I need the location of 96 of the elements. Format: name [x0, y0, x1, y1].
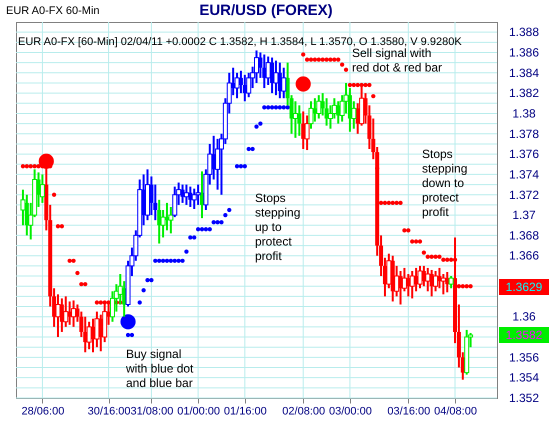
y-tick-label: 1.376 — [508, 147, 540, 162]
candlestick — [86, 320, 92, 350]
x-tick-label: 03/16:00 — [387, 406, 430, 418]
point — [176, 258, 181, 263]
candlestick — [71, 299, 76, 328]
point — [138, 300, 142, 305]
point — [172, 258, 177, 263]
y-tick-label: 1.372 — [508, 188, 540, 202]
candlestick — [157, 198, 162, 245]
y-tick-label: 1.368 — [508, 228, 540, 242]
point — [208, 227, 212, 232]
x-tick-label: 30/16:00 — [88, 406, 130, 418]
candlestick — [433, 270, 438, 292]
point — [278, 105, 282, 110]
point — [266, 105, 270, 110]
point — [149, 278, 154, 282]
point — [196, 227, 200, 232]
x-tick-label: 01/00:00 — [177, 406, 220, 418]
candlestick — [316, 94, 322, 120]
text: 1.3582 — [506, 328, 543, 342]
text: EUR A0-FX [60-Min] 02/04/11 +0.0002 C 1.3582, H 1.3584, L 1.3570, O 1.3580, V 9.9280K — [18, 36, 462, 48]
point — [160, 258, 166, 263]
y-tick-label: 1.382 — [508, 86, 540, 100]
candlestick — [324, 97, 329, 127]
y-tick-label: 1.366 — [508, 248, 540, 263]
point — [219, 220, 224, 224]
y-tick-label: 1.37 — [512, 208, 536, 222]
candlestick — [448, 275, 454, 290]
point — [130, 332, 134, 338]
x-tick-label: 28/06:00 — [21, 406, 64, 418]
point — [270, 105, 274, 110]
point — [168, 258, 173, 263]
candlestick — [297, 104, 302, 137]
y-tick-label: 1.352 — [508, 391, 540, 405]
point — [204, 227, 208, 232]
point — [192, 235, 196, 240]
point — [126, 332, 130, 338]
candlestick — [63, 295, 68, 328]
x-tick-label: 02/08:00 — [282, 406, 326, 418]
x-tick-label: 31/08:00 — [130, 406, 174, 418]
y-tick-label: 1.356 — [508, 350, 540, 364]
point — [250, 146, 255, 152]
annotation: Stops stepping down to protect profit — [422, 147, 468, 219]
point — [254, 124, 259, 129]
point — [282, 105, 286, 110]
candlestick — [40, 173, 45, 204]
candlestick — [410, 270, 415, 300]
y-tick-label: 1.384 — [508, 66, 540, 80]
point — [238, 164, 244, 168]
y-tick-label: 1.378 — [508, 126, 540, 141]
point — [141, 288, 146, 292]
annotation: Stops stepping up to protect profit — [255, 191, 300, 263]
point — [212, 220, 216, 224]
text: 1.3629 — [506, 280, 543, 294]
point — [215, 220, 220, 224]
point — [242, 164, 247, 168]
annotation: Sell signal with red dot & red bar — [352, 46, 442, 74]
point — [246, 146, 251, 152]
candlestick — [192, 188, 197, 210]
text: EUR A0-FX 60-Min — [6, 5, 100, 17]
candlestick — [196, 184, 201, 206]
y-tick-label: 1.386 — [508, 45, 540, 60]
point — [262, 105, 266, 110]
point — [227, 208, 232, 212]
candlestick — [172, 186, 178, 218]
point — [258, 122, 263, 126]
annotation: Buy signal with blue dot and blue bar — [125, 347, 194, 390]
candlestick — [273, 60, 278, 96]
point — [274, 105, 278, 110]
point — [200, 227, 204, 232]
point — [180, 258, 185, 263]
candlestick — [425, 266, 430, 292]
y-tick-label: 1.36 — [512, 310, 536, 324]
point — [188, 235, 192, 240]
candlestick — [254, 49, 259, 84]
chart-title: EUR/USD (FOREX) — [199, 2, 333, 19]
candlestick — [184, 184, 189, 206]
candlestick — [215, 138, 220, 191]
x-tick-label: 04/08:00 — [434, 406, 477, 418]
point — [184, 250, 189, 254]
point — [234, 164, 240, 168]
y-tick-label: 1.38 — [512, 106, 536, 120]
point — [145, 278, 150, 282]
y-tick-label: 1.388 — [508, 25, 540, 40]
x-tick-label: 01/16:00 — [224, 406, 267, 418]
candlestick — [94, 310, 100, 348]
candlestick — [234, 72, 240, 100]
y-tick-label: 1.354 — [508, 370, 540, 385]
point — [164, 258, 170, 263]
x-tick-label: 03/00:00 — [329, 406, 372, 418]
point — [223, 212, 228, 218]
y-tick-label: 1.374 — [508, 167, 540, 182]
point — [153, 258, 158, 263]
candlestick — [281, 66, 286, 100]
point — [157, 258, 162, 263]
candlestick — [417, 264, 422, 290]
